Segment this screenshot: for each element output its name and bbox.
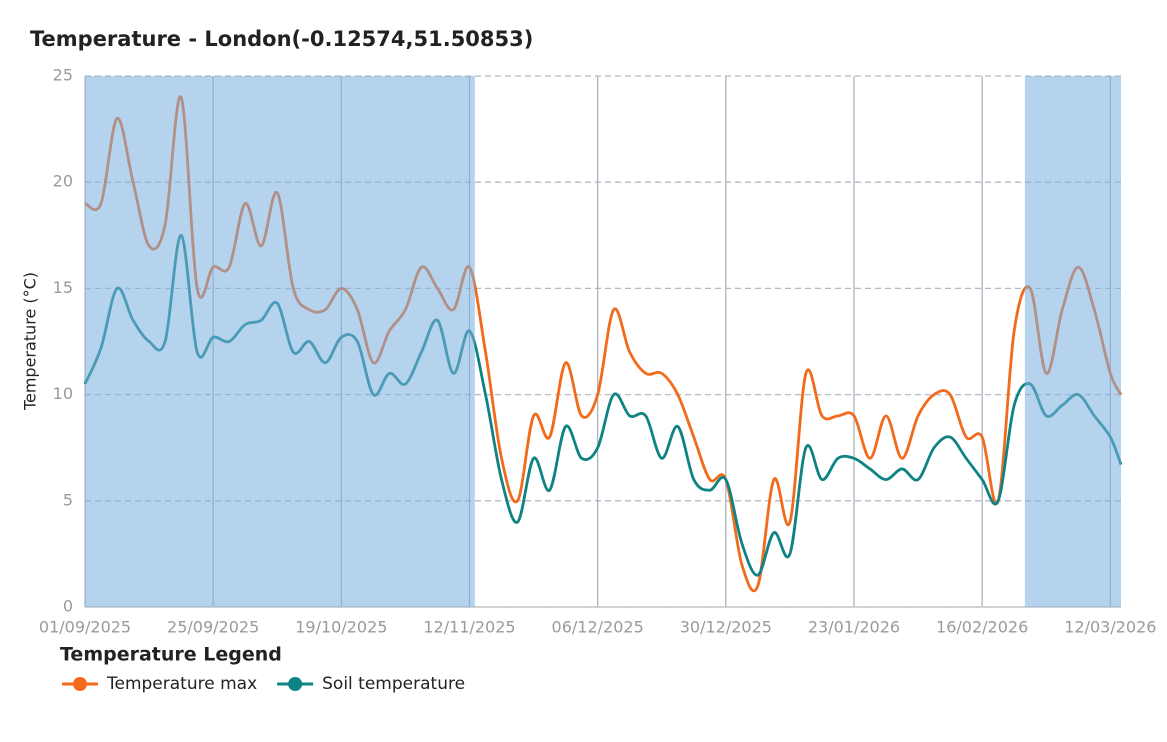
legend-label: Temperature max — [106, 674, 257, 694]
legend-title: Temperature Legend — [60, 644, 282, 666]
legend-label: Soil temperature — [322, 674, 465, 694]
x-tick-label: 19/10/2025 — [295, 618, 387, 637]
x-tick-label: 23/01/2026 — [808, 618, 900, 637]
y-tick-label: 25 — [53, 66, 73, 85]
y-tick-label: 10 — [53, 384, 73, 403]
y-tick-label: 0 — [63, 597, 73, 616]
shaded-band — [85, 76, 475, 607]
x-tick-label: 12/11/2025 — [423, 618, 515, 637]
x-tick-label: 06/12/2025 — [552, 618, 644, 637]
x-tick-label: 25/09/2025 — [167, 618, 259, 637]
chart-title: Temperature - London(-0.12574,51.50853) — [30, 27, 533, 51]
legend-marker — [288, 677, 303, 691]
y-tick-label: 15 — [53, 278, 73, 297]
x-tick-label: 30/12/2025 — [680, 618, 772, 637]
y-axis-label: Temperature (°C) — [21, 272, 40, 411]
y-tick-label: 5 — [63, 490, 73, 509]
legend-marker — [73, 677, 87, 691]
x-tick-label: 12/03/2026 — [1064, 618, 1156, 637]
y-tick-label: 20 — [53, 172, 73, 191]
x-tick-label: 16/02/2026 — [936, 618, 1028, 637]
x-tick-label: 01/09/2025 — [39, 618, 131, 637]
shaded-band — [1024, 76, 1121, 607]
